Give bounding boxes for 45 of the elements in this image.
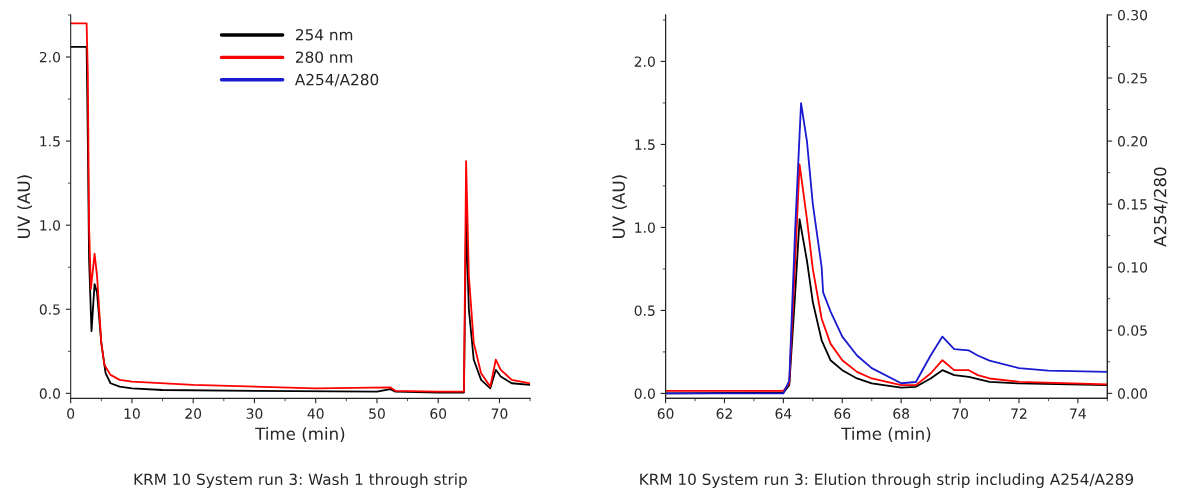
- x-tick-label: 30: [246, 408, 263, 419]
- y2-tick-label: 0.30: [1117, 9, 1148, 21]
- x-tick-label: 64: [775, 408, 792, 419]
- x-tick-label: 60: [430, 408, 447, 419]
- y2-axis-title: A254/280: [1153, 167, 1168, 247]
- y-tick-label: 0.0: [634, 388, 655, 399]
- y-tick-label: 0.5: [39, 304, 60, 315]
- y-tick-label: 1.5: [40, 136, 60, 147]
- y-axis-title: UV (AU): [17, 175, 33, 238]
- legend-label: 254 nm: [295, 28, 353, 41]
- text: KRM 10 System run 3: Elution through strip including A254/A289: [640, 473, 1134, 489]
- x-tick-label: 72: [1011, 408, 1027, 419]
- x-tick-label: 60: [657, 408, 674, 419]
- y2-tick-label: 0.25: [1117, 72, 1147, 84]
- x-axis-title: Time (min): [841, 427, 931, 442]
- line-series: [665, 163, 1108, 392]
- x-tick-label: 0: [67, 408, 75, 419]
- y2-tick-label: 0.20: [1117, 136, 1148, 147]
- y-tick-label: 2.0: [39, 51, 61, 63]
- text: KRM 10 System run 3: Wash 1 through strip: [134, 473, 467, 489]
- legend-label: A254/A280: [294, 73, 379, 87]
- y-tick-label: 1.0: [40, 220, 61, 231]
- y-tick-label: 1.0: [635, 222, 655, 233]
- x-axis-title: Time (min): [255, 427, 345, 442]
- x-tick-label: 20: [185, 408, 202, 419]
- x-tick-label: 68: [893, 408, 910, 419]
- y2-tick-label: 0.00: [1117, 388, 1148, 399]
- legend-label: 280 nm: [295, 51, 353, 63]
- x-tick-label: 62: [716, 408, 732, 419]
- y2-tick-label: 0.05: [1117, 325, 1147, 336]
- x-tick-label: 70: [491, 408, 508, 419]
- y-tick-label: 2.0: [634, 56, 655, 67]
- y2-tick-label: 0.15: [1117, 199, 1147, 210]
- y2-tick-label: 0.10: [1117, 262, 1148, 273]
- x-tick-label: 50: [369, 408, 385, 419]
- y-tick-label: 0.5: [634, 305, 655, 316]
- x-tick-label: 40: [307, 408, 324, 419]
- line-series: [665, 102, 1108, 395]
- x-tick-label: 66: [834, 408, 851, 419]
- x-tick-label: 10: [124, 408, 140, 419]
- x-tick-label: 74: [1070, 408, 1086, 419]
- y-tick-label: 1.5: [635, 139, 655, 150]
- y-axis-title: UV (AU): [612, 175, 627, 238]
- y-tick-label: 0.0: [39, 388, 61, 399]
- x-tick-label: 70: [952, 408, 968, 419]
